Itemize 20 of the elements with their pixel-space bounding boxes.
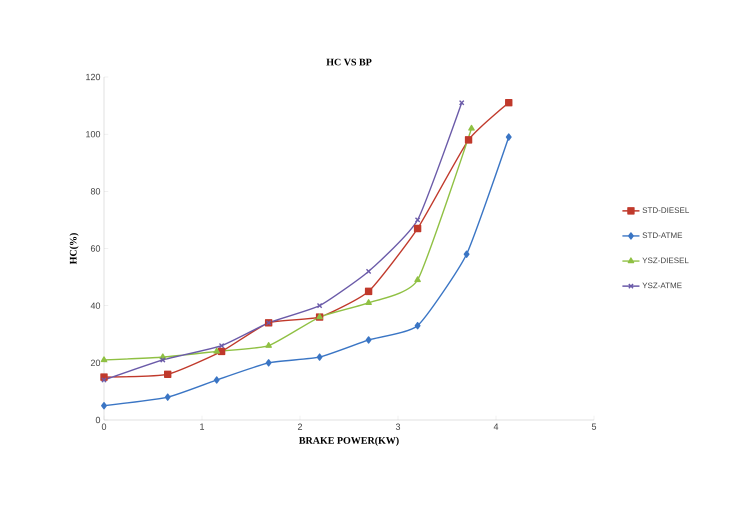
y-tick-label: 0 bbox=[96, 416, 100, 424]
y-axis-title: HC(%) bbox=[70, 233, 79, 264]
legend-label: YSZ-DIESEL bbox=[642, 258, 689, 264]
legend-label: STD-ATME bbox=[642, 232, 682, 238]
x-tick-label: 1 bbox=[200, 424, 204, 430]
y-tick-label: 60 bbox=[90, 245, 100, 252]
x-tick-label: 5 bbox=[592, 424, 596, 430]
x-axis-title: BRAKE POWER(KW) bbox=[299, 436, 399, 446]
y-tick-label: 40 bbox=[90, 302, 100, 309]
x-tick-label: 4 bbox=[494, 424, 498, 430]
y-tick-label: 80 bbox=[90, 188, 100, 195]
legend-label: STD-DIESEL bbox=[642, 207, 690, 213]
y-tick-label: 120 bbox=[86, 74, 100, 80]
y-tick-label: 20 bbox=[90, 360, 100, 366]
y-tick-label: 100 bbox=[86, 130, 100, 138]
chart-title: HC VS BP bbox=[326, 58, 372, 66]
x-tick-label: 0 bbox=[102, 424, 106, 430]
x-tick-label: 2 bbox=[298, 424, 302, 430]
x-tick-label: 3 bbox=[396, 424, 400, 430]
legend-label: YSZ-ATME bbox=[642, 282, 682, 288]
